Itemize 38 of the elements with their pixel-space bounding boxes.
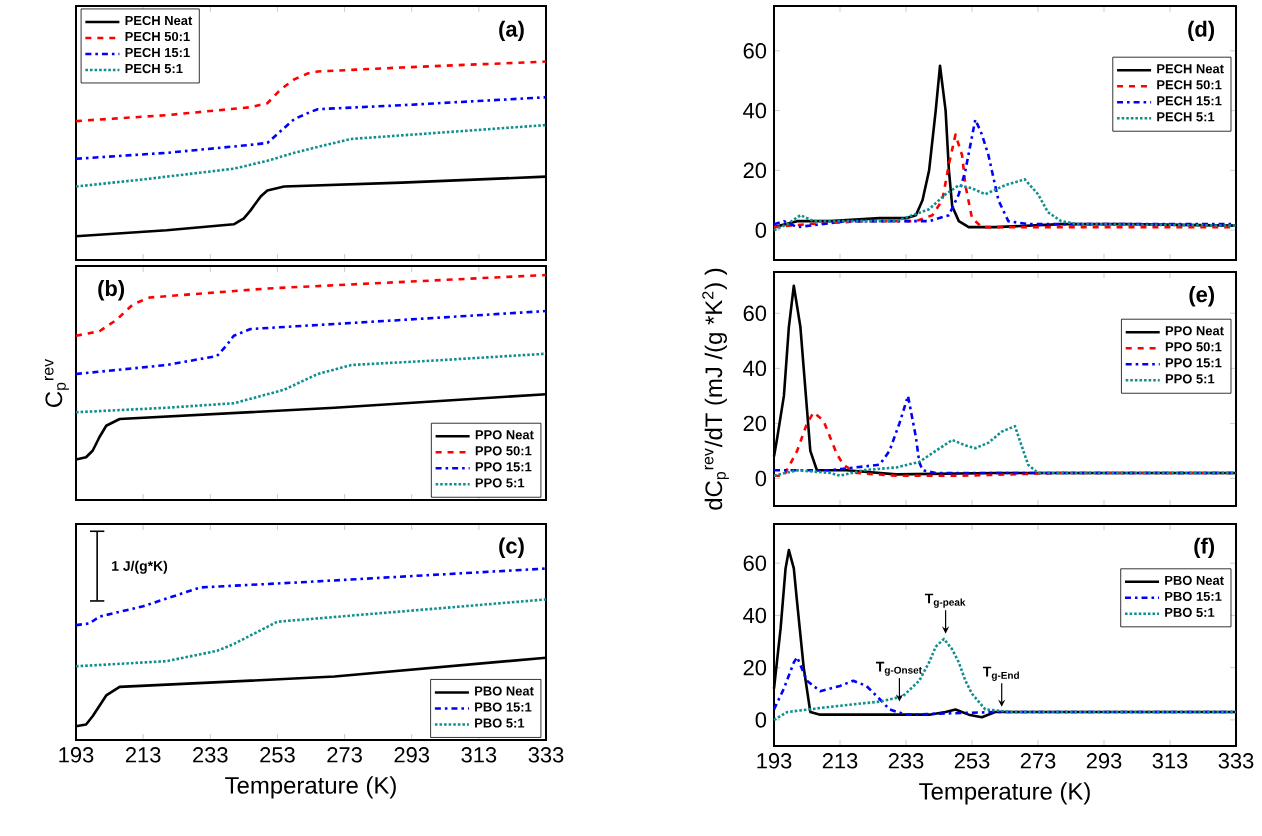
x-tick-label: 333 <box>1218 753 1254 769</box>
x-tick-label: 233 <box>888 753 924 769</box>
x-axis-title: Temperature (K) <box>919 782 1090 805</box>
x-tick-label: 273 <box>327 747 362 763</box>
chart-title: (a) <box>499 20 524 42</box>
line-series <box>772 637 1238 722</box>
y-tick-label: 60 <box>743 43 767 59</box>
y-tick-label: 40 <box>743 607 767 624</box>
chart-title: (b) <box>98 280 125 301</box>
y-tick-label: 20 <box>743 415 767 432</box>
x-tick-label: 193 <box>757 753 792 769</box>
y-axis-title: dC$_{p}$$^{rev}$/dT (mJ /(g *K$^{2}$) ) <box>702 268 729 510</box>
x-tick-label: 193 <box>59 747 94 763</box>
y-tick-label: 0 <box>755 222 767 238</box>
x-tick-label: 333 <box>528 747 564 763</box>
x-tick-label: 253 <box>260 747 295 763</box>
x-axis-title: Temperature (K) <box>225 776 396 799</box>
y-tick-label: 0 <box>755 712 767 728</box>
y-tick-label: 20 <box>743 162 767 179</box>
x-tick-label: 313 <box>1152 753 1188 769</box>
x-tick-label: 253 <box>954 753 990 769</box>
x-tick-label: 273 <box>1020 753 1056 769</box>
x-tick-label: 313 <box>461 747 497 763</box>
y-tick-label: 40 <box>743 360 767 377</box>
y-tick-label: 0 <box>755 470 767 487</box>
y-tick-label: 40 <box>743 102 767 119</box>
x-tick-label: 213 <box>125 747 161 763</box>
x-tick-label: 293 <box>394 747 430 763</box>
x-tick-label: 293 <box>1086 753 1122 769</box>
text: (e) <box>1189 286 1215 307</box>
chart-title: (c) <box>499 537 524 558</box>
text: (f) <box>1194 537 1215 559</box>
x-tick-label: 213 <box>822 753 858 769</box>
y-tick-label: 60 <box>743 305 767 322</box>
y-tick-label: 20 <box>743 659 767 676</box>
y-tick-label: 60 <box>743 555 767 571</box>
x-tick-label: 233 <box>193 747 228 763</box>
text: (d) <box>1188 20 1215 42</box>
